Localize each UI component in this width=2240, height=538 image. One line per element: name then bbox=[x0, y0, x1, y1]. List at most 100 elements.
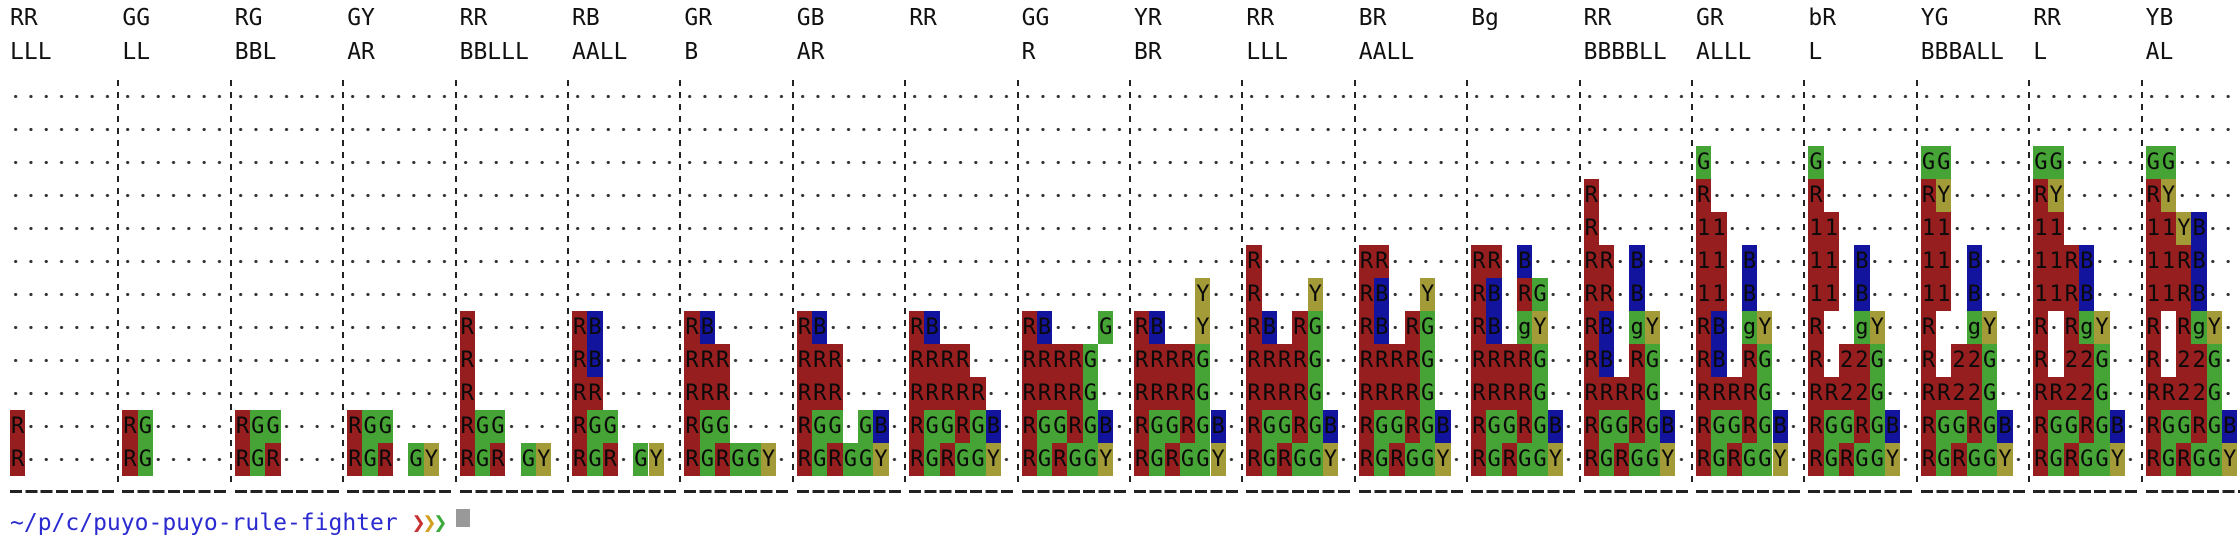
puyo-cell: G bbox=[1419, 410, 1436, 443]
puyo-cell: R bbox=[2145, 344, 2161, 377]
puyo-cell: G bbox=[1307, 311, 1323, 344]
puyo-cell: R bbox=[1179, 410, 1196, 443]
next-pair-label: YG bbox=[1920, 5, 1949, 31]
puyo-cell: 2 bbox=[2063, 377, 2080, 410]
puyo-cell: R bbox=[1021, 377, 1037, 410]
move-sequence-label: BBLLL bbox=[459, 39, 529, 65]
puyo-cell: R bbox=[1134, 344, 1150, 377]
puyo-cell: R bbox=[1629, 410, 1645, 443]
puyo-cell: R bbox=[1374, 377, 1390, 410]
puyo-cell: G bbox=[1195, 443, 1211, 476]
puyo-cell: G bbox=[1808, 146, 1824, 179]
puyo-cell: B bbox=[1036, 311, 1053, 344]
puyo-cell: R bbox=[2033, 311, 2049, 344]
puyo-board-panel: RB AALL R B R B R R R G G R G R G Y bbox=[567, 0, 684, 510]
puyo-cell: R bbox=[924, 344, 940, 377]
puyo-cell: G bbox=[1261, 410, 1277, 443]
puyo-cell: R bbox=[1598, 278, 1615, 311]
board-floor bbox=[1471, 490, 1579, 493]
board-floor bbox=[347, 490, 455, 493]
next-pair-label: GG bbox=[122, 5, 151, 31]
puyo-cell: R bbox=[234, 443, 251, 476]
puyo-cell: R bbox=[1486, 245, 1502, 278]
puyo-cell: R bbox=[1067, 377, 1083, 410]
puyo-cell: R bbox=[1920, 410, 1937, 443]
puyo-cell: B bbox=[985, 410, 1001, 443]
puyo-cell: G bbox=[970, 410, 986, 443]
puyo-cell: 1 bbox=[2048, 245, 2064, 278]
puyo-cell: Y bbox=[2206, 311, 2223, 344]
puyo-cell: B bbox=[1966, 278, 1982, 311]
puyo-cell: R bbox=[2145, 443, 2161, 476]
puyo-cell: R bbox=[1134, 410, 1150, 443]
puyo-cell: R bbox=[812, 344, 828, 377]
puyo-cell: R bbox=[1726, 377, 1742, 410]
puyo-cell: G bbox=[1869, 410, 1885, 443]
puyo-cell: G bbox=[1067, 443, 1083, 476]
puyo-board-panel: GR B R B R R R R R R R G G R G R G G Y bbox=[679, 0, 796, 510]
puyo-cell: G bbox=[1307, 344, 1323, 377]
move-sequence-label: BBBALL bbox=[1920, 39, 2004, 65]
puyo-cell: R bbox=[1920, 311, 1937, 344]
terminal-window[interactable]: RR LLL R R GG LL R G R G RG BBL R G G R G R GY AR R G G R G R G Y RR… bbox=[10, 0, 2240, 536]
puyo-cell: B bbox=[2222, 410, 2238, 443]
puyo-cell: 2 bbox=[1951, 344, 1967, 377]
puyo-cell: R bbox=[1808, 377, 1824, 410]
puyo-cell: 1 bbox=[2145, 278, 2161, 311]
puyo-cell: R bbox=[1517, 410, 1533, 443]
puyo-cell: R bbox=[1134, 377, 1150, 410]
puyo-cell: 1 bbox=[1696, 245, 1712, 278]
puyo-cell: G bbox=[1598, 443, 1615, 476]
puyo-cell: R bbox=[1052, 344, 1068, 377]
puyo-cell: R bbox=[1134, 443, 1150, 476]
puyo-cell: R bbox=[1920, 377, 1937, 410]
puyo-cell: 1 bbox=[1808, 245, 1824, 278]
puyo-cell: R bbox=[1517, 344, 1533, 377]
puyo-cell: 1 bbox=[2160, 212, 2177, 245]
puyo-cell: G bbox=[602, 410, 618, 443]
puyo-cell: G bbox=[857, 443, 874, 476]
puyo-cell: R bbox=[909, 344, 925, 377]
puyo-cell: 2 bbox=[2176, 377, 2192, 410]
puyo-cell: R bbox=[1920, 443, 1937, 476]
puyo-cell: g bbox=[1517, 311, 1533, 344]
puyo-cell: R bbox=[1629, 344, 1645, 377]
puyo-cell: 2 bbox=[1951, 377, 1967, 410]
puyo-cell: R bbox=[1134, 311, 1150, 344]
puyo-cell: B bbox=[1149, 311, 1165, 344]
puyo-cell: R bbox=[1021, 311, 1037, 344]
puyo-cell: R bbox=[1052, 443, 1068, 476]
puyo-cell: G bbox=[812, 443, 828, 476]
puyo-cell: R bbox=[1741, 410, 1758, 443]
puyo-cell: B bbox=[2079, 278, 2095, 311]
puyo-cell: R bbox=[1471, 443, 1487, 476]
puyo-cell: G bbox=[745, 443, 761, 476]
puyo-cell: B bbox=[1598, 344, 1615, 377]
puyo-cell: R bbox=[1374, 245, 1390, 278]
puyo-cell: R bbox=[1696, 344, 1712, 377]
puyo-cell: R bbox=[1164, 344, 1180, 377]
puyo-cell: R bbox=[1808, 311, 1824, 344]
puyo-cell: G bbox=[1757, 344, 1773, 377]
puyo-cell: R bbox=[1404, 344, 1420, 377]
terminal-cursor[interactable] bbox=[456, 509, 471, 527]
puyo-cell: G bbox=[699, 443, 715, 476]
puyo-cell: G bbox=[1179, 443, 1196, 476]
puyo-cell: R bbox=[1517, 278, 1533, 311]
puyo-cell: R bbox=[1292, 311, 1308, 344]
board-separator bbox=[1915, 80, 1918, 483]
puyo-cell: G bbox=[1711, 410, 1727, 443]
puyo-cell: G bbox=[377, 410, 394, 443]
puyo-cell: G bbox=[924, 443, 940, 476]
board-separator bbox=[1129, 80, 1131, 483]
puyo-cell: R bbox=[1179, 344, 1196, 377]
puyo-cell: 1 bbox=[1711, 212, 1727, 245]
puyo-cell: R bbox=[1358, 443, 1375, 476]
puyo-cell: Y bbox=[1997, 443, 2013, 476]
puyo-cell: R bbox=[827, 344, 843, 377]
puyo-cell: R bbox=[1936, 377, 1952, 410]
puyo-cell: 1 bbox=[2048, 278, 2064, 311]
puyo-cell: R bbox=[1920, 344, 1937, 377]
puyo-cell: R bbox=[1358, 344, 1375, 377]
